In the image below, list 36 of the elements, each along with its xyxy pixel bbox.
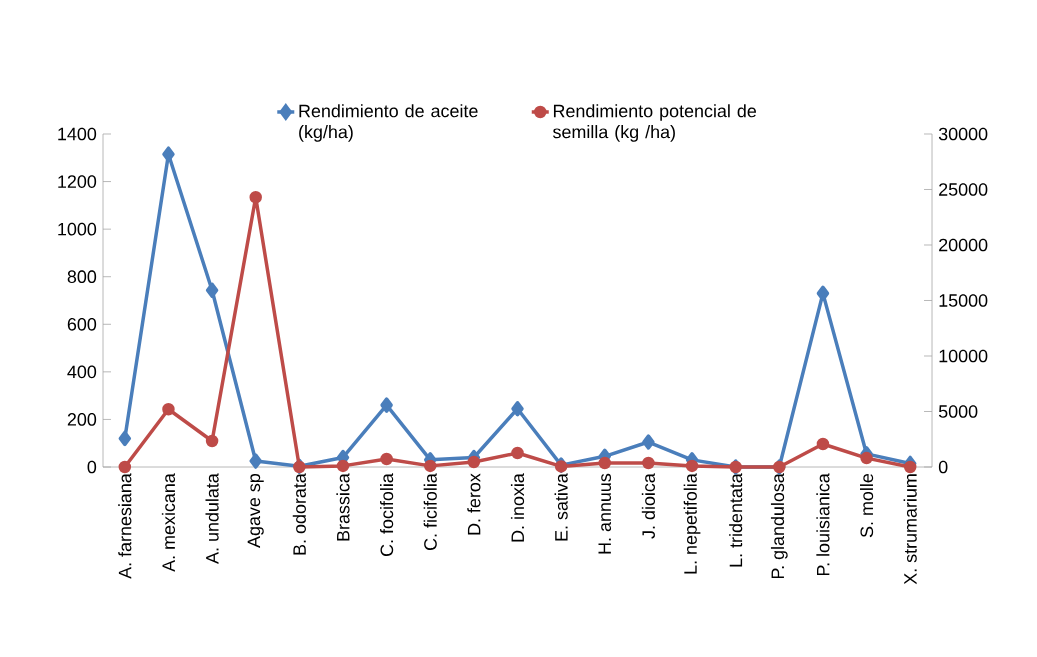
y2-tick-label: 10000 xyxy=(939,349,988,363)
y2-tick-label: 15000 xyxy=(939,294,988,307)
x-tick-label: B. odorata xyxy=(292,473,306,555)
y-tick-label: 0 xyxy=(87,460,97,474)
x-tick-label: E. sativa xyxy=(554,473,568,541)
x-tick-label: C. focifolia xyxy=(380,473,394,556)
x-tick-label: A. farnesiana xyxy=(118,473,132,579)
y2-tick-label: 5000 xyxy=(938,405,978,418)
legend-label: Rendimiento de aceite (kg/ha) xyxy=(299,104,478,142)
y-tick-label: 1000 xyxy=(58,222,97,236)
y-tick-label: 200 xyxy=(67,413,97,426)
x-tick-label: P. glandulosa xyxy=(770,473,788,579)
x-tick-label: H. annuus xyxy=(598,473,612,554)
x-tick-label: Brassica xyxy=(336,473,350,541)
x-tick-label: L. tridentata xyxy=(729,473,743,567)
x-tick-label: A. undulata xyxy=(205,473,219,564)
y-tick-label: 400 xyxy=(67,365,97,379)
x-tick-label: S. molle xyxy=(859,474,874,538)
y-tick-label: 600 xyxy=(67,317,97,331)
legend-label: Rendimiento potencial de semilla (kg /ha) xyxy=(553,104,757,142)
y2-tick-label: 30000 xyxy=(938,127,988,141)
x-tick-label: X. strumarium xyxy=(903,474,917,585)
y2-tick-label: 20000 xyxy=(939,238,988,252)
x-tick-label: P. louisianica xyxy=(816,473,830,576)
x-tick-label: D. ferox xyxy=(467,473,481,535)
x-tick-label: A. mexicana xyxy=(161,473,176,572)
x-tick-label: L. nepetifolia xyxy=(683,473,701,574)
y-tick-label: 1400 xyxy=(58,127,97,141)
x-tick-label: C. ficifolia xyxy=(423,473,437,550)
x-tick-label: J. dioica xyxy=(641,473,655,539)
x-tick-label: D. inoxia xyxy=(510,473,525,542)
y-tick-label: 1200 xyxy=(58,175,97,188)
y-tick-label: 800 xyxy=(67,270,97,284)
y2-tick-label: 25000 xyxy=(939,183,988,196)
y2-tick-label: 0 xyxy=(938,460,948,474)
x-tick-label: Agave sp xyxy=(247,473,264,548)
